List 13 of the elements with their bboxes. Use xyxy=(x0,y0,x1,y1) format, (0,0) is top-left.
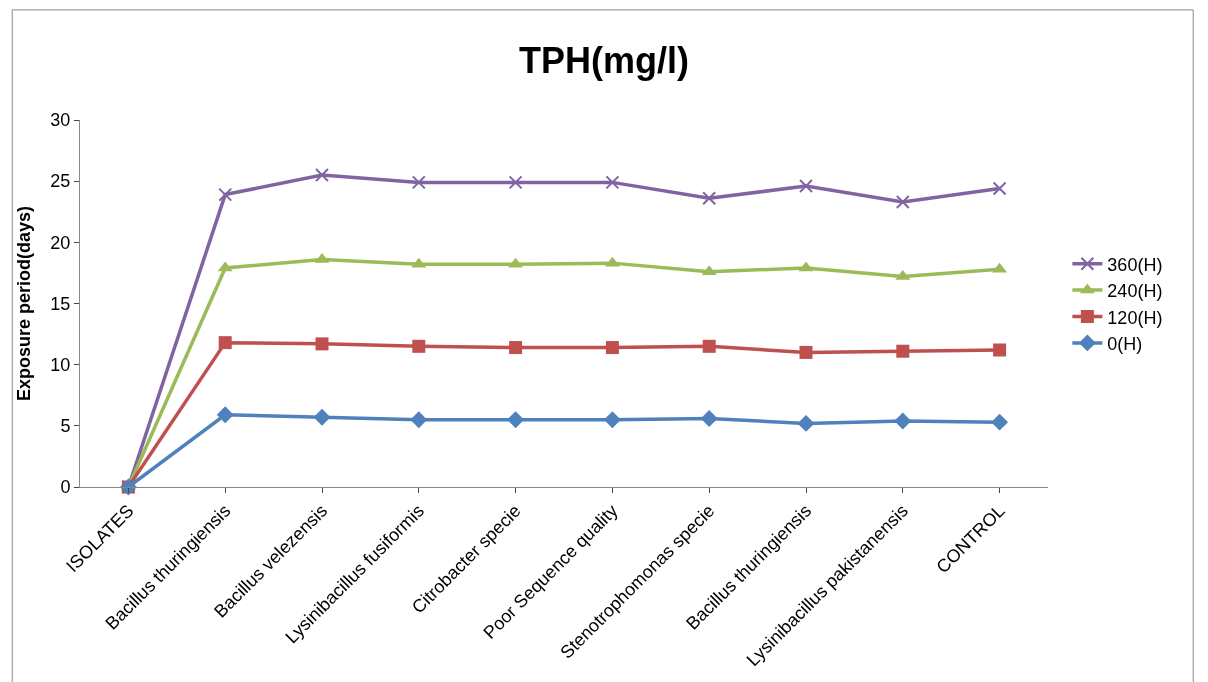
y-tick-label: 20 xyxy=(50,232,71,253)
legend-label: 0(H) xyxy=(1107,333,1143,354)
legend-label: 360(H) xyxy=(1107,254,1163,275)
chart-title: TPH(mg/l) xyxy=(519,39,689,81)
y-tick-label: 25 xyxy=(50,171,71,192)
legend-label: 240(H) xyxy=(1107,281,1163,302)
y-tick-label: 10 xyxy=(50,354,71,375)
y-tick-label: 30 xyxy=(50,110,71,131)
y-tick-label: 0 xyxy=(60,477,71,498)
y-tick-label: 5 xyxy=(60,416,71,437)
y-tick-label: 15 xyxy=(50,293,71,314)
legend-label: 120(H) xyxy=(1107,307,1163,328)
y-axis-title: Exposure period(days) xyxy=(13,205,34,402)
